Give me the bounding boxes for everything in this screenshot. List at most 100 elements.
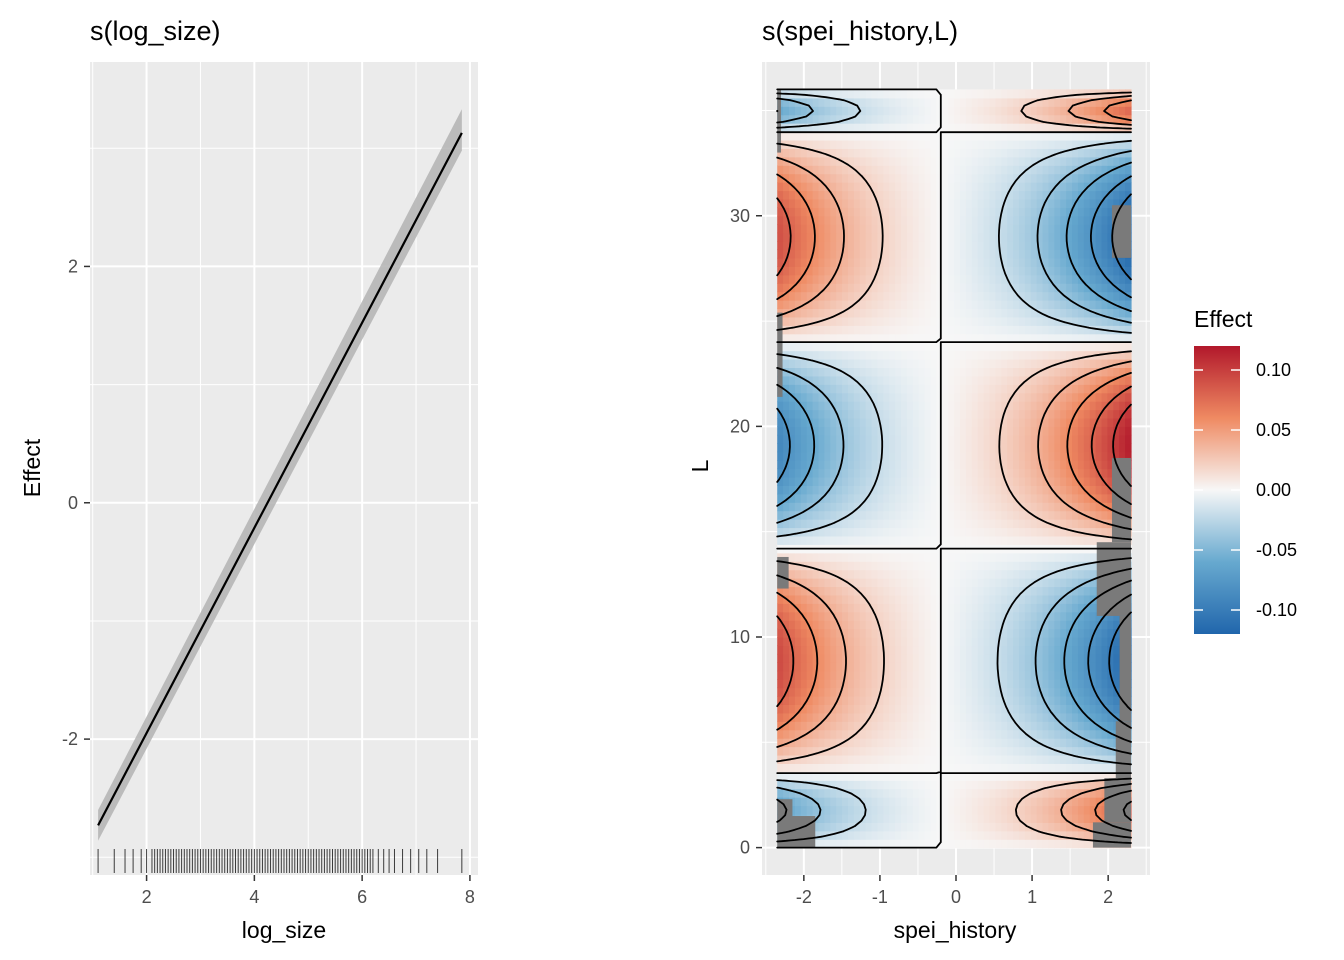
heatmap-cell	[965, 190, 973, 200]
heatmap-cell	[1054, 485, 1061, 495]
heatmap-cell	[942, 300, 949, 310]
heatmap-cell	[1060, 215, 1067, 225]
heatmap-cell	[1048, 308, 1055, 318]
heatmap-cell	[1083, 224, 1091, 234]
heatmap-cell	[1089, 468, 1097, 478]
heatmap-cell	[1007, 198, 1014, 208]
heatmap-cell	[989, 771, 996, 781]
heatmap-cell	[1024, 620, 1032, 630]
heatmap-cell	[1060, 426, 1067, 436]
heatmap-cell	[1054, 763, 1061, 773]
heatmap-cell	[847, 291, 855, 301]
heatmap-cell	[895, 687, 902, 697]
heatmap-cell	[989, 224, 996, 234]
heatmap-cell	[836, 283, 843, 293]
heatmap-cell	[889, 738, 896, 748]
heatmap-cell	[942, 813, 949, 823]
heatmap-cell	[818, 527, 825, 537]
heatmap-cell	[1101, 468, 1108, 478]
heatmap-cell	[983, 679, 991, 689]
heatmap-cell	[995, 417, 1002, 427]
heatmap-cell	[912, 476, 920, 486]
heatmap-cell	[901, 316, 908, 326]
heatmap-cell	[806, 788, 814, 798]
heatmap-cell	[1042, 367, 1050, 377]
heatmap-cell	[989, 780, 996, 790]
heatmap-cell	[965, 384, 973, 394]
heatmap-cell	[977, 392, 985, 402]
heatmap-cell	[1072, 401, 1079, 411]
heatmap-cell	[1066, 561, 1073, 571]
heatmap-cell	[912, 409, 920, 419]
heatmap-cell	[883, 224, 890, 234]
heatmap-cell	[971, 291, 979, 301]
heatmap-cell	[971, 628, 979, 638]
heatmap-cell	[965, 300, 973, 310]
heatmap-cell	[1018, 662, 1026, 672]
heatmap-cell	[1042, 645, 1050, 655]
heatmap-cell	[883, 569, 890, 579]
heatmap-cell	[871, 527, 879, 537]
heatmap-cell	[1054, 578, 1061, 588]
heatmap-cell	[936, 451, 943, 461]
heatmap-cell	[918, 476, 926, 486]
heatmap-cell	[1030, 712, 1038, 722]
heatmap-cell	[783, 190, 790, 200]
heatmap-cell	[853, 797, 861, 807]
heatmap-cell	[977, 645, 985, 655]
heatmap-cell	[912, 645, 920, 655]
heatmap-cell	[812, 165, 820, 175]
heatmap-cell	[1024, 485, 1032, 495]
heatmap-cell	[777, 788, 784, 798]
heatmap-cell	[936, 485, 943, 495]
heatmap-cell	[1042, 476, 1050, 486]
heatmap-cell	[800, 746, 808, 756]
heatmap-cell	[1107, 392, 1114, 402]
heatmap-cell	[1001, 215, 1008, 225]
heatmap-cell	[1024, 670, 1032, 680]
heatmap-cell	[1007, 552, 1014, 562]
heatmap-cell	[1072, 813, 1079, 823]
heatmap-cell	[906, 670, 914, 680]
heatmap-cell	[930, 519, 938, 529]
heatmap-cell	[859, 375, 867, 385]
heatmap-cell	[1030, 695, 1038, 705]
heatmap-cell	[859, 797, 867, 807]
heatmap-cell	[942, 485, 949, 495]
heatmap-cell	[789, 561, 796, 571]
heatmap-cell	[942, 443, 949, 453]
heatmap-cell	[865, 519, 873, 529]
heatmap-cell	[971, 527, 979, 537]
heatmap-cell	[1007, 510, 1014, 520]
heatmap-cell	[789, 695, 796, 705]
heatmap-cell	[871, 695, 879, 705]
heatmap-cell	[883, 754, 890, 764]
heatmap-cell	[865, 628, 873, 638]
heatmap-cell	[777, 300, 784, 310]
heatmap-cell	[1083, 476, 1091, 486]
heatmap-cell	[865, 839, 873, 849]
heatmap-cell	[942, 611, 949, 621]
heatmap-cell	[977, 249, 985, 259]
heatmap-cell	[1013, 190, 1020, 200]
heatmap-cell	[995, 266, 1002, 276]
heatmap-cell	[971, 679, 979, 689]
heatmap-cell	[783, 232, 790, 242]
heatmap-cell	[989, 485, 996, 495]
heatmap-cell	[1060, 476, 1067, 486]
heatmap-cell	[1013, 367, 1020, 377]
heatmap-cell	[1107, 350, 1114, 360]
heatmap-cell	[942, 375, 949, 385]
heatmap-cell	[812, 190, 820, 200]
heatmap-cell	[1030, 325, 1038, 335]
heatmap-cell	[853, 198, 861, 208]
heatmap-cell	[847, 417, 855, 427]
heatmap-cell	[800, 342, 808, 352]
heatmap-cell	[818, 215, 825, 225]
heatmap-cell	[948, 232, 955, 242]
heatmap-cell	[812, 822, 820, 832]
heatmap-cell	[800, 384, 808, 394]
heatmap-cell	[1018, 493, 1026, 503]
heatmap-cell	[1054, 417, 1061, 427]
